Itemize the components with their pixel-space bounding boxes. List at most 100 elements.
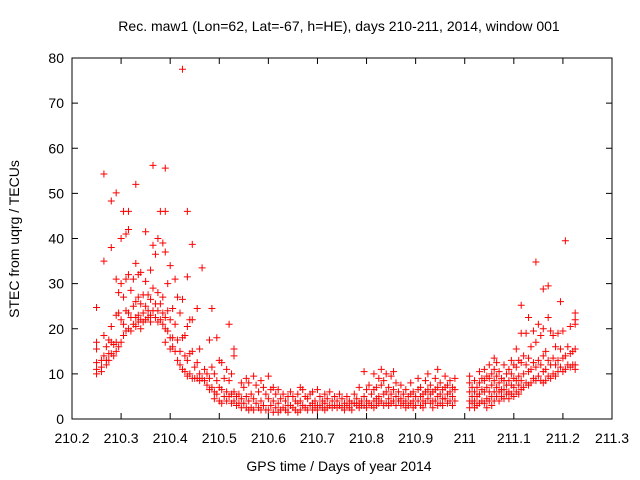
data-point [385,383,393,391]
data-point [387,390,395,398]
data-point-marker [473,383,481,391]
data-point [117,235,125,242]
data-point [571,345,579,353]
data-point [313,386,321,394]
data-point-marker [166,262,174,270]
data-point-marker [326,388,334,396]
data-point [480,399,488,407]
data-point [264,395,272,403]
data-point [272,390,280,398]
data-point [544,313,552,321]
data-point [161,248,169,256]
data-points [93,65,579,416]
data-point-marker [122,230,130,238]
data-point-marker [250,406,258,414]
data-point-marker [556,363,564,371]
data-point-marker [289,392,297,400]
data-point [183,207,191,215]
data-point-marker [402,397,410,405]
data-point [488,381,496,389]
data-point [493,359,501,367]
y-tick-label: 70 [48,95,64,111]
data-point [210,395,218,403]
data-point-marker [539,325,547,333]
data-point-marker [218,359,226,367]
data-point-marker [532,363,540,371]
data-point-marker [161,338,169,346]
data-point [522,361,530,369]
data-point [154,307,162,315]
data-point-marker [161,207,169,215]
data-point [159,293,167,301]
data-point [471,397,479,405]
data-point-marker [264,372,272,380]
x-tick-label: 210.5 [202,430,237,446]
data-point-marker [93,359,101,367]
data-point [380,377,388,385]
data-point [495,368,503,376]
data-point [93,304,101,312]
data-point [277,395,285,403]
data-point [544,356,552,364]
data-point-marker [348,406,356,414]
data-point [512,363,520,371]
data-point [446,377,454,385]
data-point [375,374,383,382]
data-point [512,345,520,353]
data-point [505,377,513,385]
data-point-marker [144,291,152,299]
data-point [112,347,120,355]
data-point [382,388,390,396]
data-point-marker [124,225,132,233]
data-point-marker [480,399,488,407]
data-point [510,383,518,391]
data-point-marker [151,250,159,258]
data-point-marker [451,386,459,394]
data-point-marker [191,363,199,371]
data-point-marker [245,397,253,405]
data-point-marker [127,286,135,294]
data-point [564,343,572,351]
data-point [208,363,216,371]
data-point-marker [542,365,550,373]
data-point [166,316,174,324]
data-point [132,180,140,188]
data-point-marker [552,343,560,351]
data-point-marker [100,332,108,340]
data-point [181,352,189,360]
data-point [122,230,130,238]
data-point [436,379,444,387]
data-point [117,280,125,288]
y-tick-label: 50 [48,185,64,201]
data-point-marker [471,377,479,385]
data-point [537,361,545,369]
data-point-marker [321,399,329,407]
data-point [505,365,513,373]
data-point-marker [375,374,383,382]
data-point [559,327,567,335]
x-tick-label: 211.2 [546,430,580,446]
data-point-marker [208,363,216,371]
data-point [537,332,545,340]
x-axis-ticks: 210.2 210.3 210.4 210.5 210.6 210.7 210.8 210.9… [54,58,629,446]
data-point [255,388,263,396]
data-point-marker [434,383,442,391]
data-point-marker [132,298,140,306]
data-point-marker [419,404,427,412]
data-point-marker [188,240,196,248]
data-point [507,370,515,378]
data-point-marker [176,309,184,317]
data-point [517,377,525,385]
data-point [552,361,560,369]
data-point-marker [93,345,101,353]
data-point [171,275,179,283]
data-point [377,381,385,389]
data-point-marker [333,397,341,405]
data-point-marker [252,399,260,407]
data-point-marker [174,293,182,301]
data-point-marker [385,383,393,391]
data-point-marker [112,347,120,355]
data-point-marker [294,390,302,398]
data-point [500,361,508,369]
data-point-marker [183,322,191,330]
